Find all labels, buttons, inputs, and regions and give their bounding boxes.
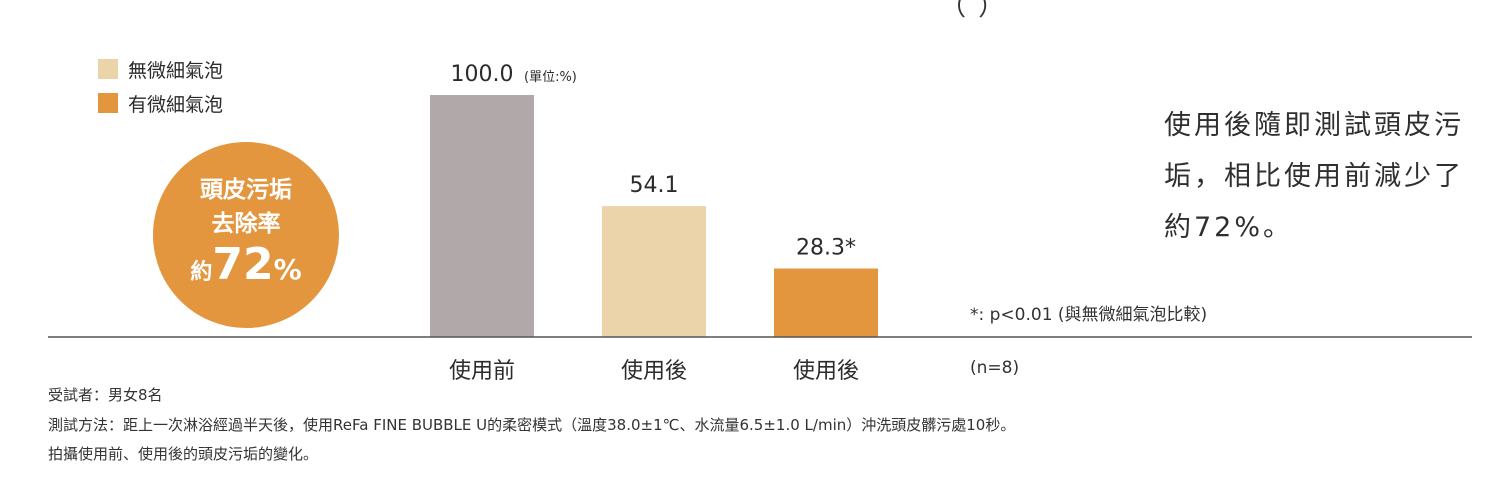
legend-item: 無微細氣泡	[98, 52, 223, 86]
legend-swatch-fine-bubble	[98, 93, 118, 113]
bar-value-label-1: 100.0	[451, 62, 514, 87]
badge-line-2: 去除率	[211, 210, 281, 237]
legend-label-fine-bubble: 有微細氣泡	[128, 93, 224, 116]
legend-item: 有微細氣泡	[98, 86, 223, 120]
footnote-subjects: 受試者：男女8名	[48, 386, 163, 404]
category-label-1: 使用前	[449, 359, 515, 384]
bar-2	[602, 206, 706, 337]
badge-prefix: 約	[190, 259, 213, 285]
unit-label: (單位:%)	[524, 70, 577, 85]
badge-line-3: 約72%	[190, 238, 302, 298]
removal-rate-badge: 頭皮污垢 去除率 約72%	[153, 142, 339, 328]
cropped-header-text: （ ）	[940, 0, 1007, 22]
sample-size-note: (n=8)	[970, 358, 1020, 378]
legend-label-no-bubble: 無微細氣泡	[128, 59, 224, 82]
chart-legend: 無微細氣泡 有微細氣泡	[98, 52, 223, 120]
badge-line-1: 頭皮污垢	[200, 176, 292, 203]
footnote-method: 測試方法：距上一次淋浴經過半天後，使用ReFa FINE BUBBLE U的柔密…	[48, 416, 1016, 434]
legend-swatch-no-bubble	[98, 59, 118, 79]
category-label-3: 使用後	[793, 359, 859, 384]
bar-value-label-3: 28.3*	[796, 236, 856, 261]
category-label-2: 使用後	[621, 359, 687, 384]
result-description: 使用後隨即測試頭皮污垢，相比使用前減少了約72%。	[1164, 110, 1464, 243]
bar-1	[430, 95, 534, 337]
badge-number: 72	[212, 238, 274, 290]
badge-suffix: %	[273, 252, 302, 286]
significance-note: *: p<0.01 (與無微細氣泡比較)	[970, 305, 1208, 325]
bar-3	[774, 268, 878, 337]
footnote-photo: 拍攝使用前、使用後的頭皮污垢的變化。	[48, 445, 319, 463]
bar-value-label-2: 54.1	[630, 173, 679, 198]
